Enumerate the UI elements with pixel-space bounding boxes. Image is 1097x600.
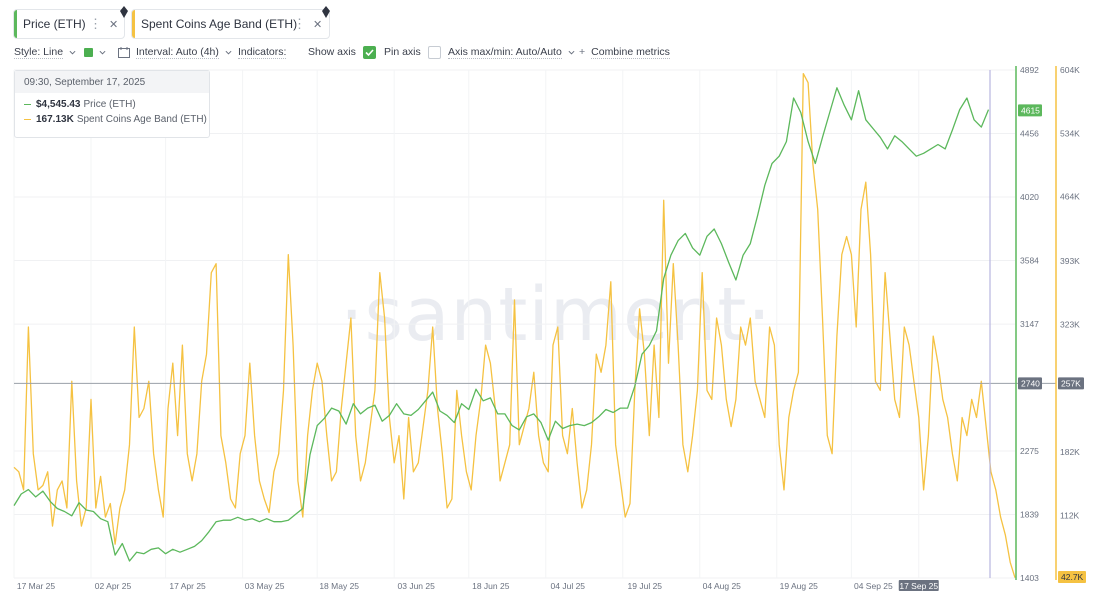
spent-coins-tick-label: 323K — [1060, 319, 1080, 329]
color-swatch — [84, 47, 93, 57]
x-tick-label: 03 May 25 — [245, 581, 285, 591]
series-price — [13, 87, 990, 562]
series-spent-coins — [13, 72, 1016, 578]
tooltip-series-name: Spent Coins Age Band (ETH) — [76, 114, 207, 125]
spent-coins-tick-label: 182K — [1060, 447, 1080, 457]
tooltip-date: 09:30, September 17, 2025 — [15, 71, 209, 93]
price-tick-label: 3147 — [1020, 319, 1039, 329]
pin-icon[interactable] — [322, 6, 330, 18]
plus-icon: + — [579, 46, 586, 58]
tab-color-bar — [132, 10, 135, 38]
chevron-down-icon — [99, 50, 106, 55]
combine-metrics-button[interactable]: + Combine metrics — [579, 44, 670, 60]
more-icon[interactable]: ⋮ — [293, 16, 306, 31]
x-tick-label: 17 Sep 25 — [899, 581, 938, 591]
interval-icon — [118, 46, 130, 58]
spent-coins-tick-label: 604K — [1060, 65, 1080, 75]
x-tick-label: 18 May 25 — [319, 581, 359, 591]
pin-axis-label: Pin axis — [384, 46, 421, 58]
tooltip-row-spent-coins: 167.13K Spent Coins Age Band (ETH) — [24, 114, 209, 125]
price-tick-label: 1403 — [1020, 573, 1039, 583]
spent-coins-crosshair-badge: 257K — [1058, 377, 1084, 390]
metric-tabs: Price (ETH) ⋮ ✕ Spent Coins Age Band (ET… — [0, 0, 1097, 40]
price-current-badge: 4615 — [1018, 104, 1042, 117]
tooltip-row-price: $4,545.43 Price (ETH) — [24, 99, 209, 110]
price-current-badge-bg — [1018, 104, 1042, 117]
interval-dropdown[interactable]: Interval: Auto (4h) — [118, 44, 232, 60]
price-line — [13, 87, 990, 562]
more-icon[interactable]: ⋮ — [89, 16, 102, 31]
price-crosshair-badge-bg — [1018, 377, 1042, 390]
tooltip-value: 167.13K — [36, 114, 74, 125]
x-tick-label: 17 Mar 25 — [17, 581, 56, 591]
checkmark-icon — [365, 48, 374, 56]
x-tick-label: 02 Apr 25 — [95, 581, 132, 591]
color-picker[interactable] — [84, 44, 106, 60]
x-tick-label: 17 Apr 25 — [169, 581, 206, 591]
series-swatch — [24, 118, 31, 121]
tab-color-bar — [14, 10, 17, 38]
x-tick-label: 18 Jun 25 — [472, 581, 510, 591]
spent-coins-tick-label: 464K — [1060, 192, 1080, 202]
price-tick-label: 3584 — [1020, 255, 1039, 265]
price-tick-label: 1839 — [1020, 510, 1039, 520]
spent-coins-tick-label: 393K — [1060, 256, 1080, 266]
price-tick-label: 4456 — [1020, 128, 1039, 138]
tab-label: Price (ETH) — [23, 17, 86, 31]
close-icon[interactable]: ✕ — [109, 18, 119, 31]
chevron-down-icon — [568, 50, 575, 55]
tab-spent-coins[interactable]: Spent Coins Age Band (ETH) ⋮ ✕ — [131, 9, 330, 39]
tooltip-series-name: Price (ETH) — [83, 99, 136, 110]
axes: 4892 4456 4020 3584 3147 2275 1839 1403 604K 534K… — [17, 65, 1086, 591]
spent-coins-crosshair-badge-bg — [1058, 377, 1084, 390]
pin-icon[interactable] — [120, 6, 128, 18]
tooltip-value: $4,545.43 — [36, 99, 81, 110]
x-tick-label: 04 Aug 25 — [703, 581, 742, 591]
spent-coins-current-badge-bg — [1058, 571, 1086, 583]
pin-axis-checkbox[interactable] — [427, 45, 441, 59]
crosshair — [14, 70, 1056, 578]
tab-label: Spent Coins Age Band (ETH) — [141, 17, 298, 31]
indicators-label: Indicators: — [238, 45, 287, 59]
combine-metrics-label: Combine metrics — [591, 45, 670, 59]
x-crosshair-badge — [898, 580, 939, 591]
chart-toolbar: Style: Line Interval: Auto (4h) Indicato… — [0, 44, 1097, 62]
indicators-dropdown[interactable]: Indicators: — [238, 44, 287, 60]
show-axis-checkbox[interactable] — [362, 45, 376, 59]
price-tick-label: 4020 — [1020, 192, 1039, 202]
grid — [13, 69, 1015, 579]
interval-label: Interval: Auto (4h) — [136, 45, 219, 59]
close-icon[interactable]: ✕ — [313, 18, 323, 31]
spent-coins-tick-label: 534K — [1060, 128, 1080, 138]
style-label: Style: Line — [14, 45, 64, 59]
price-crosshair-badge: 2740 — [1018, 377, 1042, 390]
chevron-down-icon — [69, 50, 76, 55]
x-tick-label: 19 Aug 25 — [780, 581, 819, 591]
price-current-badge-text: 4615 — [1021, 105, 1040, 115]
spent-coins-current-badge-text: 42.7K — [1061, 572, 1084, 582]
spent-coins-current-badge: 42.7K — [1058, 571, 1086, 583]
chevron-down-icon — [225, 50, 232, 55]
show-axis-label: Show axis — [308, 46, 356, 58]
spent-coins-crosshair-badge-text: 257K — [1061, 378, 1081, 388]
price-tick-label: 2275 — [1020, 446, 1039, 456]
pin-axis-toggle[interactable]: Pin axis — [384, 44, 441, 60]
x-tick-label: 19 Jul 25 — [628, 581, 663, 591]
axis-maxmin-label: Axis max/min: Auto/Auto — [448, 45, 562, 59]
spent-coins-tick-label: 112K — [1060, 510, 1080, 520]
x-tick-label: 04 Jul 25 — [551, 581, 586, 591]
axis-maxmin-dropdown[interactable]: Axis max/min: Auto/Auto — [448, 44, 575, 60]
price-crosshair-badge-text: 2740 — [1021, 378, 1040, 388]
price-tick-label: 4892 — [1020, 65, 1039, 75]
spent-coins-line — [13, 72, 1016, 578]
show-axis-toggle[interactable]: Show axis — [308, 44, 376, 60]
style-dropdown[interactable]: Style: Line — [14, 44, 76, 60]
x-tick-label: 03 Jun 25 — [398, 581, 436, 591]
tab-price[interactable]: Price (ETH) ⋮ ✕ — [13, 9, 125, 39]
x-tick-label: 04 Sep 25 — [854, 581, 893, 591]
tooltip-panel: 09:30, September 17, 2025 $4,545.43 Pric… — [14, 70, 210, 138]
series-swatch — [24, 103, 31, 106]
